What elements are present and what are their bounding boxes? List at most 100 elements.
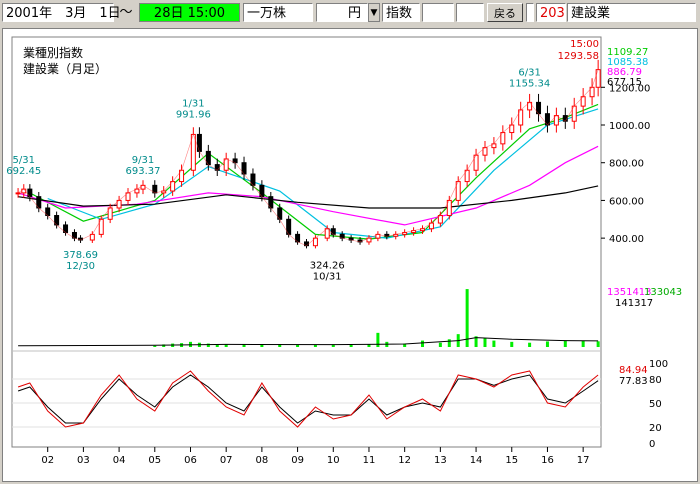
x-tick-label: 14 <box>470 455 483 466</box>
x-tick-label: 07 <box>220 455 233 466</box>
candle-body <box>27 188 33 198</box>
start-date-field[interactable]: 2001年 3月 1日 <box>2 3 121 22</box>
price-close-line <box>17 69 599 247</box>
volume-bar <box>206 343 210 347</box>
x-tick-label: 02 <box>41 455 54 466</box>
annotation-value: 324.26 <box>310 260 345 271</box>
price-tick-label: 1000.00 <box>609 121 650 132</box>
volume-bar <box>367 344 371 347</box>
volume-ma-line <box>18 337 599 347</box>
volume-bar <box>224 344 228 347</box>
annotation-date: 1/31 <box>182 99 204 110</box>
oscillator-tick-label: 0 <box>649 439 655 450</box>
last-price-label: 1293.58 <box>558 51 599 62</box>
candle-body <box>330 228 336 235</box>
currency-dropdown-icon[interactable]: ▼ <box>368 3 380 22</box>
volume-bar <box>421 340 425 347</box>
x-tick-label: 06 <box>184 455 197 466</box>
volume-label: 1351413 <box>607 287 652 298</box>
moving-average-line <box>18 185 599 209</box>
x-tick-label: 10 <box>327 455 340 466</box>
back-button[interactable]: 戻る <box>487 3 523 22</box>
end-time-field[interactable]: 28日 15:00 <box>139 3 240 22</box>
sector-name: 建設業 <box>567 3 696 22</box>
price-tick-label: 600.00 <box>609 196 644 207</box>
x-tick-label: 11 <box>363 455 376 466</box>
chart-frame: 業種別指数 建設業（月足） 1200.00 1000.00 800.00 600.00… <box>2 28 698 482</box>
volume-bar <box>474 336 478 347</box>
volume-bar <box>313 344 317 347</box>
toolbar-spacer <box>526 3 534 22</box>
last-time-label: 15:00 <box>570 39 599 50</box>
range-tilde: ～ <box>119 5 133 20</box>
volume-bar <box>215 344 219 347</box>
x-tick-label: 13 <box>434 455 447 466</box>
x-tick-label: 17 <box>577 455 590 466</box>
x-tick-label: 04 <box>113 455 126 466</box>
volume-bar <box>260 344 264 347</box>
volume-bar <box>403 343 407 347</box>
ma-value-label: 1085.38 <box>607 57 648 68</box>
oscillator-slow-label: 77.83 <box>619 376 648 387</box>
index-label: 指数 <box>382 3 420 22</box>
volume-bar <box>331 344 335 347</box>
annotation-value: 692.45 <box>6 166 41 177</box>
price-tick-label: 800.00 <box>609 159 644 170</box>
unit-label: 一万株 <box>243 3 313 22</box>
x-tick-label: 15 <box>505 455 518 466</box>
oscillator-tick-label: 20 <box>649 423 662 434</box>
x-tick-label: 09 <box>291 455 304 466</box>
volume-label: 133043 <box>644 287 682 298</box>
annotation-value: 1155.34 <box>509 79 550 90</box>
volume-bar <box>447 339 451 347</box>
volume-bar <box>242 344 246 347</box>
chart-subtitle: 建設業（月足） <box>23 61 107 76</box>
ma-value-label: 886.79 <box>607 67 642 78</box>
oscillator-tick-label: 100 <box>649 359 668 370</box>
volume-bar <box>492 340 496 347</box>
annotation-date: 9/31 <box>132 155 154 166</box>
volume-bar <box>596 341 600 347</box>
empty-field-2 <box>456 3 484 22</box>
price-tick-label: 400.00 <box>609 234 644 245</box>
volume-bar <box>510 341 514 347</box>
plot-border <box>11 36 602 448</box>
x-tick-label: 05 <box>148 455 161 466</box>
volume-bar <box>465 289 469 347</box>
volume-bar <box>153 345 157 347</box>
volume-bar <box>296 344 300 347</box>
x-tick-label: 08 <box>256 455 269 466</box>
volume-bar <box>545 341 549 347</box>
ma-value-label: 677.15 <box>607 77 642 88</box>
candle-body <box>196 133 202 152</box>
volume-bar <box>483 338 487 347</box>
oscillator-fast-line <box>17 370 599 428</box>
annotation-value: 991.96 <box>176 110 211 121</box>
volume-bar <box>581 340 585 347</box>
annotation-value: 693.37 <box>126 166 161 177</box>
x-tick-label: 12 <box>398 455 411 466</box>
chart-title: 業種別指数 <box>23 45 83 60</box>
oscillator-tick-label: 50 <box>649 399 662 410</box>
sector-code: 203 <box>536 3 566 22</box>
volume-label: 141317 <box>615 298 653 309</box>
annotation-value: 378.69 <box>63 250 98 261</box>
ma-value-label: 1109.27 <box>607 47 648 58</box>
candle-body <box>190 133 196 171</box>
oscillator-fast-label: 84.94 <box>619 365 648 376</box>
annotation-date: 10/31 <box>313 271 342 282</box>
empty-field-1 <box>422 3 454 22</box>
candle-body <box>15 192 21 195</box>
volume-bar <box>438 342 442 347</box>
toolbar: 2001年 3月 1日 ～ 28日 15:00 一万株 円 ▼ 指数 戻る 20… <box>0 0 700 27</box>
x-tick-label: 03 <box>77 455 90 466</box>
candle-body <box>595 69 601 88</box>
volume-bar <box>278 344 282 347</box>
volume-bar <box>528 342 532 347</box>
price-tick-label: 1200.00 <box>609 83 650 94</box>
volume-bar <box>563 340 567 347</box>
volume-bar <box>162 344 166 347</box>
annotation-date: 5/31 <box>13 155 35 166</box>
annotation-date: 6/31 <box>518 68 540 79</box>
currency-select[interactable]: 円 <box>316 3 368 22</box>
